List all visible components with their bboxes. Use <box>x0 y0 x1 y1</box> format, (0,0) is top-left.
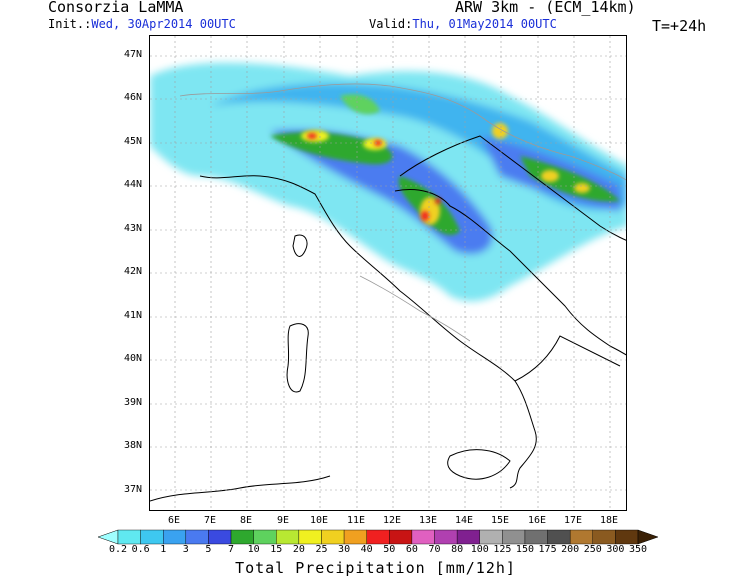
legend-swatch <box>547 529 571 545</box>
legend-swatch <box>479 529 503 545</box>
legend-level-label: 20 <box>292 544 305 555</box>
precip-field <box>150 62 626 302</box>
legend-swatch <box>253 529 277 545</box>
legend-level-label: 200 <box>561 544 580 555</box>
lead-time: T=+24h <box>652 17 707 35</box>
legend-level-label: 50 <box>383 544 396 555</box>
legend-level-label: 300 <box>606 544 625 555</box>
legend-swatch <box>140 529 164 545</box>
legend-level-label: 150 <box>515 544 534 555</box>
org-title: Consorzia LaMMA <box>48 0 184 16</box>
legend-swatch <box>615 529 639 545</box>
legend-level-label: 0.6 <box>131 544 150 555</box>
legend-level-label: 125 <box>493 544 512 555</box>
lat-lon-grid <box>150 36 626 510</box>
precipitation-map <box>150 36 626 510</box>
legend-swatch <box>163 529 187 545</box>
lat-label-40n: 40N <box>124 353 143 364</box>
legend-swatch <box>230 529 254 545</box>
lat-label-47n: 47N <box>124 49 143 60</box>
map-panel <box>149 35 627 511</box>
legend-level-label: 0.2 <box>108 544 128 555</box>
legend-swatch <box>117 529 141 545</box>
lon-label-12e: 12E <box>382 515 402 526</box>
legend-swatch <box>276 529 300 545</box>
legend-level-label: 5 <box>205 544 212 555</box>
init-label: Init.: <box>48 17 92 31</box>
legend-level-label: 7 <box>228 544 235 555</box>
legend-arrow-high <box>637 529 659 545</box>
valid-value: Thu, 01May2014 00UTC <box>412 17 557 31</box>
legend-title: Total Precipitation [mm/12h] <box>235 559 516 577</box>
legend-swatch <box>456 529 480 545</box>
legend-swatch <box>208 529 232 545</box>
legend-arrow-low <box>97 529 119 545</box>
lat-label-41n: 41N <box>124 310 143 321</box>
legend-level-label: 80 <box>451 544 464 555</box>
lon-label-9e: 9E <box>276 515 290 526</box>
legend-swatch <box>411 529 435 545</box>
legend-swatch <box>389 529 413 545</box>
init-value: Wed, 30Apr2014 00UTC <box>91 17 236 31</box>
legend-swatch <box>569 529 593 545</box>
lon-label-13e: 13E <box>418 515 438 526</box>
legend-swatch <box>524 529 548 545</box>
lon-label-18e: 18E <box>599 515 619 526</box>
legend-level-label: 350 <box>628 544 648 555</box>
lat-label-46n: 46N <box>124 92 143 103</box>
lon-label-11e: 11E <box>346 515 366 526</box>
lat-label-44n: 44N <box>124 179 143 190</box>
legend-colorbar <box>97 529 659 545</box>
lat-label-45n: 45N <box>124 136 143 147</box>
legend-level-label: 1 <box>160 544 167 555</box>
lon-label-6e: 6E <box>167 515 181 526</box>
valid-time: Valid:Thu, 01May2014 00UTC <box>369 18 557 31</box>
legend-swatch <box>434 529 458 545</box>
lon-label-7e: 7E <box>203 515 217 526</box>
legend-level-label: 100 <box>470 544 489 555</box>
lon-label-14e: 14E <box>454 515 474 526</box>
legend-level-label: 10 <box>247 544 260 555</box>
borders <box>179 83 626 342</box>
lon-label-15e: 15E <box>490 515 510 526</box>
legend-level-label: 30 <box>338 544 351 555</box>
init-time: Init.:Wed, 30Apr2014 00UTC <box>48 18 236 31</box>
model-title: ARW 3km - (ECM_14km) <box>455 0 636 16</box>
legend-level-label: 60 <box>405 544 418 555</box>
legend-swatch <box>321 529 345 545</box>
legend-swatch <box>502 529 526 545</box>
lat-label-42n: 42N <box>124 266 143 277</box>
legend-swatch <box>592 529 616 545</box>
legend-level-label: 250 <box>583 544 602 555</box>
legend-level-label: 70 <box>428 544 441 555</box>
lat-label-43n: 43N <box>124 223 143 234</box>
legend-level-label: 3 <box>182 544 189 555</box>
legend-swatch <box>185 529 209 545</box>
lon-label-17e: 17E <box>563 515 583 526</box>
legend-level-label: 25 <box>315 544 328 555</box>
lon-label-10e: 10E <box>309 515 329 526</box>
legend-level-label: 40 <box>360 544 373 555</box>
lat-label-39n: 39N <box>124 397 143 408</box>
lon-label-8e: 8E <box>239 515 253 526</box>
legend-swatch <box>298 529 322 545</box>
legend-level-label: 15 <box>270 544 283 555</box>
legend-level-label: 175 <box>538 544 557 555</box>
legend-swatch <box>366 529 390 545</box>
legend-swatch <box>343 529 367 545</box>
lon-label-16e: 16E <box>527 515 547 526</box>
lat-label-38n: 38N <box>124 440 143 451</box>
valid-label: Valid: <box>369 17 413 31</box>
lat-label-37n: 37N <box>124 484 143 495</box>
